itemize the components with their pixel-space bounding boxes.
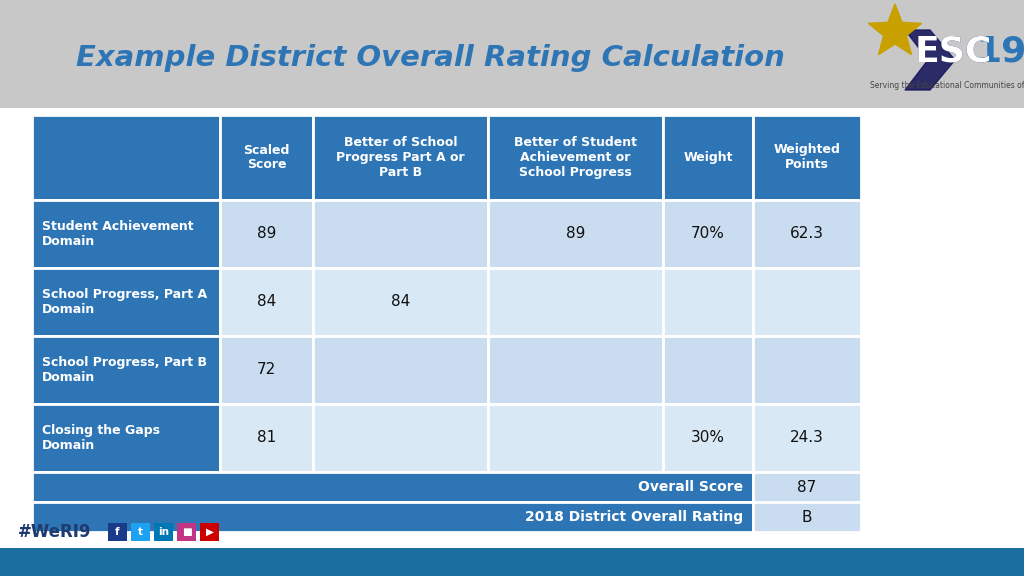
Text: 89: 89 — [566, 226, 585, 241]
FancyBboxPatch shape — [32, 472, 753, 502]
FancyBboxPatch shape — [177, 523, 196, 541]
Polygon shape — [905, 30, 955, 90]
FancyBboxPatch shape — [488, 200, 663, 268]
Text: 72: 72 — [257, 362, 276, 377]
FancyBboxPatch shape — [488, 115, 663, 200]
FancyBboxPatch shape — [220, 336, 313, 404]
FancyBboxPatch shape — [32, 200, 220, 268]
Text: Weighted
Points: Weighted Points — [773, 143, 841, 172]
Text: 81: 81 — [257, 430, 276, 445]
FancyBboxPatch shape — [753, 404, 861, 472]
Text: f: f — [115, 527, 120, 537]
FancyBboxPatch shape — [220, 115, 313, 200]
Text: ■: ■ — [181, 527, 191, 537]
Text: Serving the Educational Communities of El Paso & Hudspeth Counties: Serving the Educational Communities of E… — [870, 81, 1024, 89]
FancyBboxPatch shape — [663, 200, 753, 268]
Text: Overall Score: Overall Score — [638, 480, 743, 494]
FancyBboxPatch shape — [220, 268, 313, 336]
Text: 24.3: 24.3 — [791, 430, 824, 445]
Text: Better of School
Progress Part A or
Part B: Better of School Progress Part A or Part… — [336, 136, 465, 179]
FancyBboxPatch shape — [32, 404, 220, 472]
Text: Weight: Weight — [683, 151, 733, 164]
FancyBboxPatch shape — [32, 336, 220, 404]
FancyBboxPatch shape — [32, 502, 753, 532]
FancyBboxPatch shape — [108, 523, 127, 541]
FancyBboxPatch shape — [753, 336, 861, 404]
Text: 70%: 70% — [691, 226, 725, 241]
FancyBboxPatch shape — [488, 336, 663, 404]
Text: #WeRI9: #WeRI9 — [18, 523, 91, 541]
Text: 89: 89 — [257, 226, 276, 241]
FancyBboxPatch shape — [0, 108, 1024, 548]
Text: ESC: ESC — [915, 35, 992, 69]
FancyBboxPatch shape — [32, 268, 220, 336]
FancyBboxPatch shape — [488, 268, 663, 336]
FancyBboxPatch shape — [0, 548, 1024, 576]
FancyBboxPatch shape — [313, 200, 488, 268]
Text: 2018 District Overall Rating: 2018 District Overall Rating — [525, 510, 743, 524]
Text: B: B — [802, 510, 812, 525]
Text: 30%: 30% — [691, 430, 725, 445]
Text: Better of Student
Achievement or
School Progress: Better of Student Achievement or School … — [514, 136, 637, 179]
FancyBboxPatch shape — [663, 268, 753, 336]
FancyBboxPatch shape — [313, 336, 488, 404]
FancyBboxPatch shape — [313, 404, 488, 472]
FancyBboxPatch shape — [220, 404, 313, 472]
FancyBboxPatch shape — [753, 268, 861, 336]
FancyBboxPatch shape — [753, 502, 861, 532]
Text: School Progress, Part B
Domain: School Progress, Part B Domain — [42, 356, 207, 384]
Text: 19: 19 — [977, 35, 1024, 69]
FancyBboxPatch shape — [753, 200, 861, 268]
Text: Closing the Gaps
Domain: Closing the Gaps Domain — [42, 424, 160, 452]
FancyBboxPatch shape — [488, 404, 663, 472]
Text: 62.3: 62.3 — [790, 226, 824, 241]
FancyBboxPatch shape — [313, 115, 488, 200]
Text: Example District Overall Rating Calculation: Example District Overall Rating Calculat… — [76, 44, 784, 72]
Text: 84: 84 — [257, 294, 276, 309]
Text: Scaled
Score: Scaled Score — [244, 143, 290, 172]
Text: t: t — [138, 527, 143, 537]
FancyBboxPatch shape — [0, 0, 1024, 108]
FancyBboxPatch shape — [131, 523, 150, 541]
Text: School Progress, Part A
Domain: School Progress, Part A Domain — [42, 288, 207, 316]
Text: ▶: ▶ — [206, 527, 213, 537]
FancyBboxPatch shape — [220, 200, 313, 268]
Text: 87: 87 — [798, 479, 816, 495]
Text: ESC: ESC — [915, 35, 992, 69]
Text: in: in — [158, 527, 169, 537]
FancyBboxPatch shape — [663, 404, 753, 472]
FancyBboxPatch shape — [753, 115, 861, 200]
Polygon shape — [868, 4, 922, 55]
FancyBboxPatch shape — [32, 115, 220, 200]
FancyBboxPatch shape — [663, 115, 753, 200]
FancyBboxPatch shape — [154, 523, 173, 541]
Text: Student Achievement
Domain: Student Achievement Domain — [42, 220, 194, 248]
Text: 84: 84 — [391, 294, 411, 309]
FancyBboxPatch shape — [313, 268, 488, 336]
FancyBboxPatch shape — [200, 523, 219, 541]
FancyBboxPatch shape — [753, 472, 861, 502]
FancyBboxPatch shape — [663, 336, 753, 404]
